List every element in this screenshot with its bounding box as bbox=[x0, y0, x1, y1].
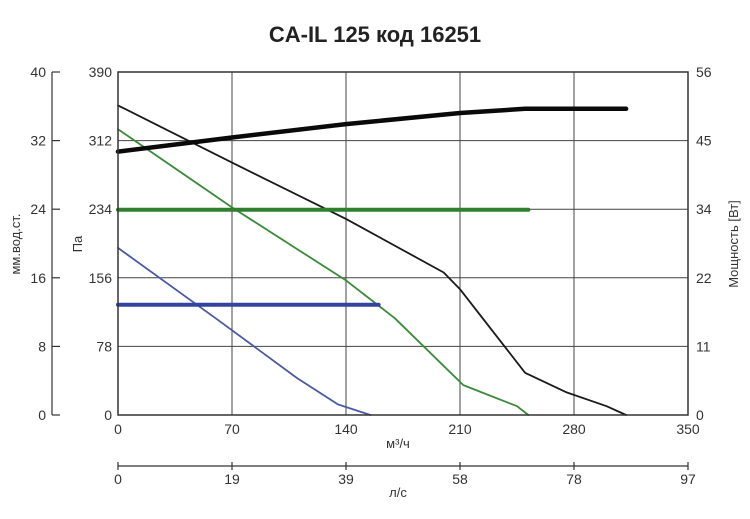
y-tick-label-pa: 234 bbox=[89, 201, 113, 217]
power-line-3 bbox=[115, 106, 629, 154]
y-tick-label-pa: 390 bbox=[89, 64, 113, 80]
y-tick-label-power: 56 bbox=[696, 64, 712, 80]
x-tick-label: 0 bbox=[114, 421, 122, 437]
y-tick-label-pa: 0 bbox=[104, 407, 112, 423]
y-axis-label-pa: Па bbox=[70, 235, 85, 252]
x-tick-label: 210 bbox=[448, 421, 472, 437]
x-tick-label: 280 bbox=[562, 421, 586, 437]
pressure-curve-1 bbox=[117, 128, 530, 416]
y-tick-label-power: 22 bbox=[696, 270, 712, 286]
plot-border bbox=[117, 71, 689, 416]
y-tick-label-pa: 78 bbox=[96, 338, 112, 354]
pressure-curve-0 bbox=[117, 104, 627, 416]
x-tick-label: 70 bbox=[224, 421, 240, 437]
chart-title: CA-IL 125 код 16251 bbox=[269, 22, 481, 47]
y-tick-label-mm: 24 bbox=[30, 201, 46, 217]
x-secondary-axis-label: л/с bbox=[389, 485, 407, 500]
y-tick-label-pa: 312 bbox=[89, 133, 113, 149]
x-secondary-tick-label: 39 bbox=[338, 471, 354, 487]
y-tick-label-pa: 156 bbox=[89, 270, 113, 286]
y-tick-label-power: 0 bbox=[696, 407, 704, 423]
y-tick-label-mm: 0 bbox=[38, 407, 46, 423]
grid bbox=[118, 72, 688, 415]
pressure-curve-2 bbox=[117, 246, 372, 416]
x-axis-label: м³/ч bbox=[386, 436, 410, 451]
y-tick-label-power: 45 bbox=[696, 133, 712, 149]
x-secondary-tick-label: 97 bbox=[680, 471, 696, 487]
x-tick-label: 140 bbox=[334, 421, 358, 437]
x-secondary-tick-label: 78 bbox=[566, 471, 582, 487]
x-secondary-tick-label: 58 bbox=[452, 471, 468, 487]
y-tick-label-mm: 40 bbox=[30, 64, 46, 80]
y-tick-label-mm: 8 bbox=[38, 338, 46, 354]
x-tick-label: 350 bbox=[676, 421, 700, 437]
x-secondary-tick-label: 19 bbox=[224, 471, 240, 487]
y-tick-label-mm: 32 bbox=[30, 133, 46, 149]
y-tick-label-mm: 16 bbox=[30, 270, 46, 286]
y-axis-label-power: Мощность [Вт] bbox=[726, 200, 741, 288]
y-tick-label-power: 34 bbox=[696, 201, 712, 217]
series-layer bbox=[115, 104, 629, 416]
y-axis-label-mm: мм.вод.ст. bbox=[8, 213, 23, 274]
plot-frame bbox=[51, 71, 689, 470]
y-tick-label-power: 11 bbox=[696, 338, 711, 354]
x-secondary-tick-label: 0 bbox=[114, 471, 122, 487]
